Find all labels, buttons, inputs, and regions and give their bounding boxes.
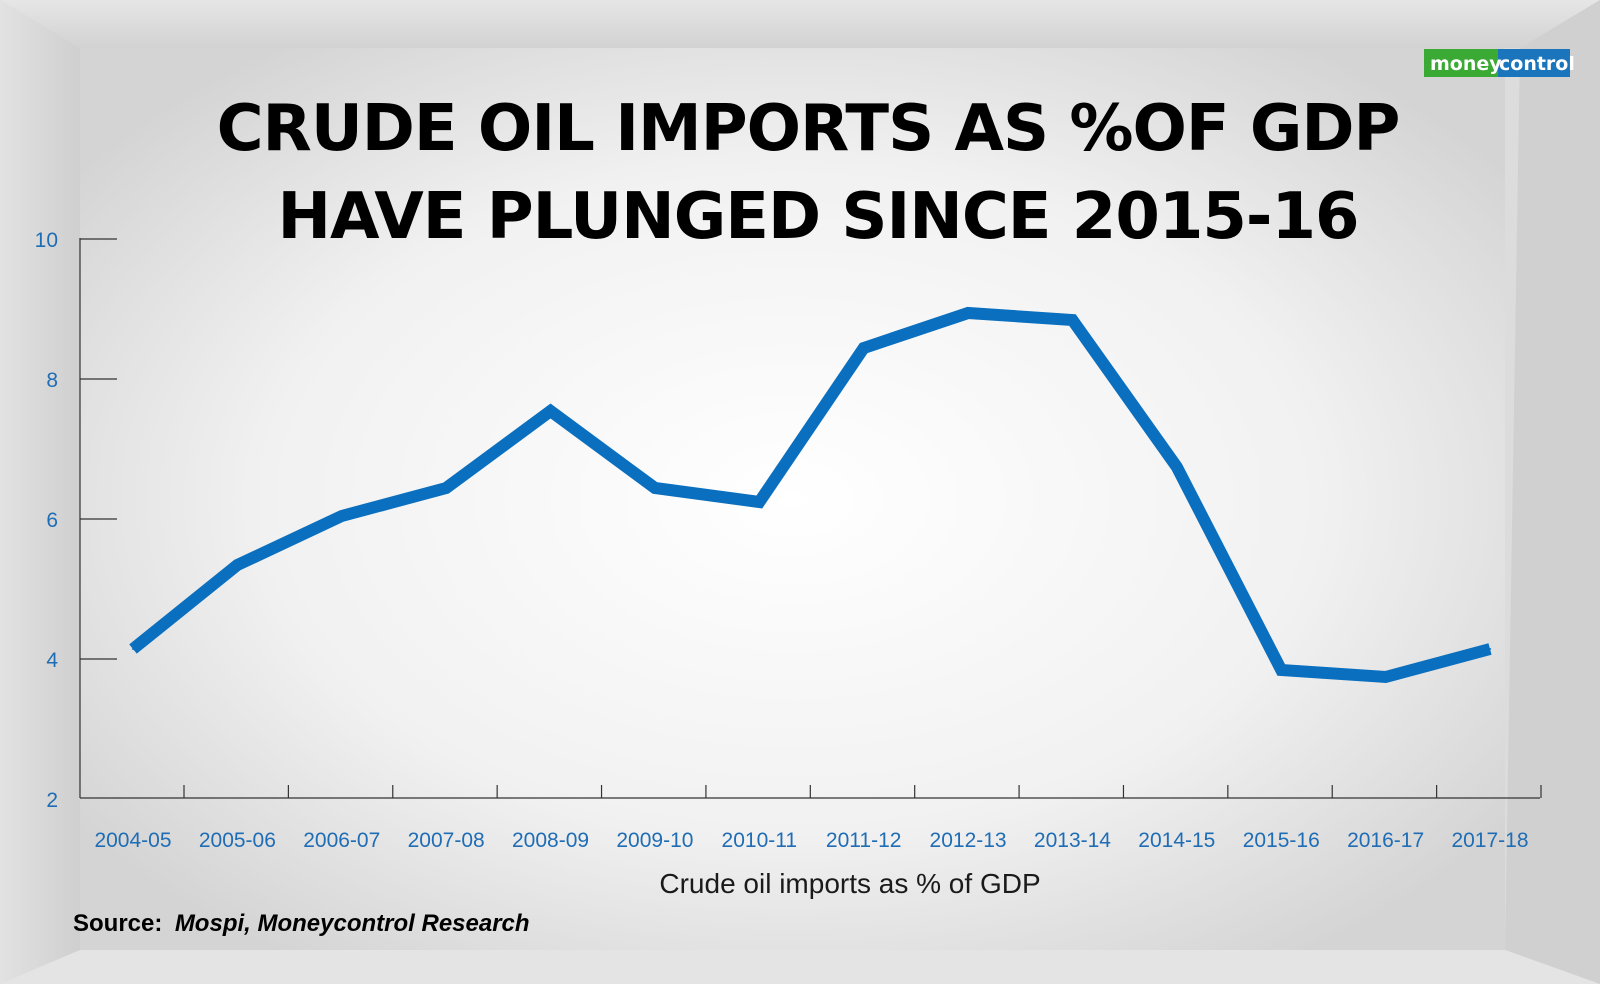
frame-right-bevel (1505, 0, 1600, 984)
source-line: Source: Mospi, Moneycontrol Research (73, 910, 530, 937)
x-tick-label: 2017-18 (1451, 829, 1528, 852)
data-point (132, 648, 134, 650)
x-tick-label: 2013-14 (1034, 829, 1111, 852)
logo-blue-block (1498, 49, 1570, 77)
x-tick-label: 2009-10 (616, 829, 693, 852)
frame-top-bevel (0, 0, 1600, 48)
data-point (1489, 648, 1491, 650)
data-point (653, 487, 656, 489)
data-point (1175, 466, 1178, 468)
x-tick-group: 2004-05 2005-06 2006-07 2007-08 2008-09 2009-… (94, 785, 1542, 852)
data-point (340, 515, 343, 517)
series-group (129, 306, 1492, 684)
data-point (1280, 669, 1283, 671)
series-line (129, 306, 1492, 684)
x-axis-title: Crude oil imports as % of GDP (659, 868, 1040, 899)
data-point (967, 312, 970, 314)
moneycontrol-logo: money control (1424, 49, 1575, 77)
data-point (236, 564, 239, 566)
logo-control-text: control (1499, 53, 1575, 75)
x-tick-label: 2011-12 (826, 829, 902, 852)
y-tick-label: 8 (46, 369, 58, 392)
x-tick-label: 2014-15 (1138, 829, 1215, 852)
data-point (1071, 319, 1074, 321)
x-tick-label: 2010-11 (722, 829, 798, 852)
x-tick-label: 2004-05 (94, 829, 171, 852)
x-tick-label: 2005-06 (199, 829, 276, 852)
data-point (758, 501, 761, 503)
data-point (1384, 676, 1387, 678)
logo-money-text: money (1430, 53, 1502, 75)
y-tick-group: 2 4 6 8 10 (35, 229, 117, 812)
chart-title-line2: HAVE PLUNGED SINCE 2015-16 (277, 180, 1358, 254)
logo-green-block (1424, 49, 1498, 77)
data-point (445, 487, 448, 489)
chart-title-line1: CRUDE OIL IMPORTS AS %OF GDP (217, 92, 1400, 166)
x-tick-label: 2006-07 (303, 829, 380, 852)
frame-left-bevel (0, 0, 80, 984)
frame-bottom-bevel (0, 950, 1600, 984)
y-tick-label: 2 (46, 789, 58, 812)
x-tick-label: 2016-17 (1347, 829, 1424, 852)
x-tick-label: 2012-13 (930, 829, 1007, 852)
source-text: Mospi, Moneycontrol Research (175, 910, 530, 937)
data-point (549, 410, 552, 412)
y-tick-label: 4 (46, 649, 58, 672)
source-label: Source: (73, 910, 162, 937)
x-tick-label: 2007-08 (408, 829, 485, 852)
x-tick-label: 2008-09 (512, 829, 589, 852)
plot-background (80, 48, 1505, 950)
y-tick-label: 10 (35, 229, 58, 252)
data-point (862, 347, 865, 349)
y-tick-label: 6 (46, 509, 58, 532)
x-tick-label: 2015-16 (1243, 829, 1320, 852)
